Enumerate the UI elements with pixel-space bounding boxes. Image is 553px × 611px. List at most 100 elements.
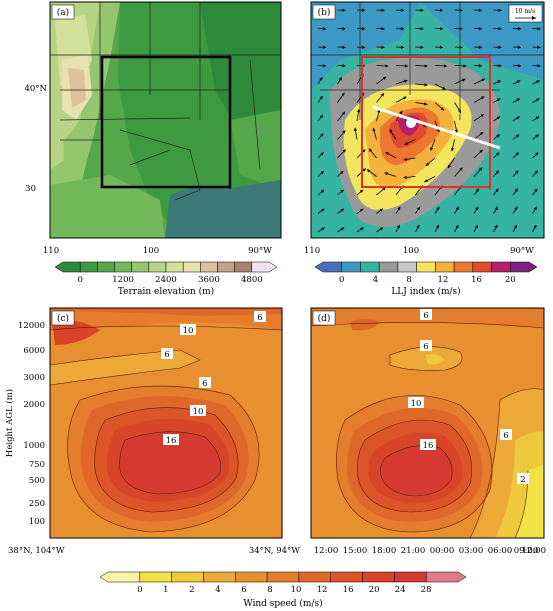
wind-vector-head <box>420 27 424 31</box>
llj-colorbar-tick: 4 <box>373 275 378 285</box>
wind-vector-head <box>443 64 447 68</box>
wind-vector-head <box>360 208 364 212</box>
wind-vector-head <box>535 134 539 138</box>
wind-colorbar-tick: 10 <box>291 585 302 595</box>
wind-vector-head <box>475 188 479 192</box>
wind-vector-head <box>425 162 430 166</box>
panel-c-xtick: 38°N, 104°W <box>8 546 65 556</box>
wind-vector-head <box>356 109 361 113</box>
wind-vector-head <box>420 45 424 49</box>
region-box-red <box>361 56 491 188</box>
panel-a-ytick: 40°N <box>24 84 47 94</box>
panel-c: 6 10 6 6 10 16 (c) 12000 6000 3000 2000 … <box>4 307 300 556</box>
wind-vector-head <box>533 224 537 229</box>
panel-b: (b) 10 m/s 110 100 90°W <box>304 1 545 256</box>
wind-colorbar-tick: 8 <box>267 585 272 595</box>
wind-vector-head <box>536 80 540 84</box>
panel-d-field <box>311 308 544 538</box>
panel-d-xtick: 12:00 <box>314 546 339 556</box>
panel-a: (a) 110 100 90°W 40°N 30 <box>24 1 282 256</box>
wind-vector-head <box>448 164 451 169</box>
wind-vector-head <box>416 224 420 229</box>
wind-vector-head <box>479 131 484 136</box>
wind-vector-head <box>435 224 439 229</box>
panel-c-yticks: 12000 6000 3000 2000 1000 750 500 250 10… <box>18 321 45 527</box>
wind-vector-head <box>498 27 502 31</box>
wind-vector-head <box>494 206 498 211</box>
wind-vector-head <box>381 27 385 31</box>
panel-d-xtick: 06:00 <box>488 546 513 556</box>
wind-vector-head <box>341 92 345 97</box>
contour-label: 16 <box>166 436 177 446</box>
contour-label: 10 <box>183 326 194 336</box>
terrain-colorbar: 0 1200 2400 3600 4800 Terrain elevation (m) <box>54 261 278 297</box>
panel-a-xticks: 110 100 90°W <box>43 246 272 256</box>
wind-vector-head <box>380 93 384 97</box>
wind-colorbar-tick: 1 <box>163 585 168 595</box>
wind-colorbar-tick: 4 <box>215 585 220 595</box>
panel-d-xtick: 09:00 <box>514 546 539 556</box>
panel-b-xtick: 90°W <box>510 246 534 256</box>
llj-colorbar-tick: 12 <box>437 275 448 285</box>
contour-label: 10 <box>193 407 204 417</box>
panel-c-contour-labels: 6 10 6 6 10 16 <box>161 311 266 446</box>
panel-d-xtick: 12:00 <box>522 546 547 556</box>
wind-vector-head <box>514 188 518 192</box>
wind-vector-head <box>478 64 482 68</box>
wind-vector-head <box>537 45 541 49</box>
wind-vector-head <box>455 224 459 229</box>
terrain-colorbar-label: Terrain elevation (m) <box>118 286 214 297</box>
wind-vector-head <box>382 187 386 191</box>
panel-c-frame <box>49 307 283 539</box>
llj-colorbar-swatch <box>510 261 538 273</box>
wind-vector-head <box>516 80 521 84</box>
wind-vector-head <box>481 96 485 100</box>
wind-colorbar-swatch <box>203 571 236 583</box>
terrain-colorbar-tick: 2400 <box>155 275 177 285</box>
wind-vector-head <box>322 27 326 31</box>
llj-colorbar-label: LLJ index (m/s) <box>391 286 460 297</box>
wind-vector-head <box>342 130 346 134</box>
wind-vector-head <box>534 170 538 174</box>
terrain-colorbar-swatch <box>54 261 81 273</box>
wind-vector-head <box>436 206 440 211</box>
wind-vector-head <box>517 27 521 31</box>
wind-vector-head <box>439 27 443 31</box>
wind-vector-head <box>366 169 371 173</box>
terrain-colorbar-swatch <box>182 261 201 273</box>
wind-vector-head <box>498 64 502 68</box>
wind-vector-head <box>495 188 499 192</box>
panel-d-xtick: 15:00 <box>343 546 368 556</box>
wind-vector-head <box>340 171 344 175</box>
wind-vector-head <box>516 116 520 120</box>
wind-vector-head <box>379 208 383 212</box>
panel-a-xtick: 90°W <box>248 246 272 256</box>
wind-vector-head <box>404 64 408 68</box>
cross-section-center <box>406 118 416 128</box>
wind-vector-head <box>439 8 443 12</box>
wind-vector-head <box>497 98 501 102</box>
cross-section-line <box>372 105 501 150</box>
panel-b-xticks: 110 100 90°W <box>304 246 534 256</box>
llj-colorbar-tick: 16 <box>471 275 482 285</box>
wind-vector-head <box>459 167 463 171</box>
wind-vector-head <box>516 98 520 102</box>
wind-vector-head <box>322 45 326 49</box>
llj-colorbar-swatch <box>416 261 436 273</box>
wind-vector-head <box>342 45 346 49</box>
wind-vector-head <box>517 45 521 49</box>
wind-vector-head <box>389 129 393 133</box>
wind-vector-head <box>372 127 376 132</box>
wind-vector-head <box>442 86 446 90</box>
terrain-colorbar-swatch <box>148 261 167 273</box>
wind-vector-head <box>424 102 428 106</box>
wind-vector-head <box>424 83 428 87</box>
wind-vector-head <box>319 114 323 119</box>
wind-vector-head <box>454 129 458 133</box>
panel-b-xtick: 110 <box>304 246 320 256</box>
wind-vector-head <box>385 64 389 68</box>
wind-vector-head <box>481 78 485 82</box>
wind-vector-head <box>361 8 365 12</box>
wind-vector-head <box>424 64 428 68</box>
wind-vector-head <box>399 110 403 115</box>
